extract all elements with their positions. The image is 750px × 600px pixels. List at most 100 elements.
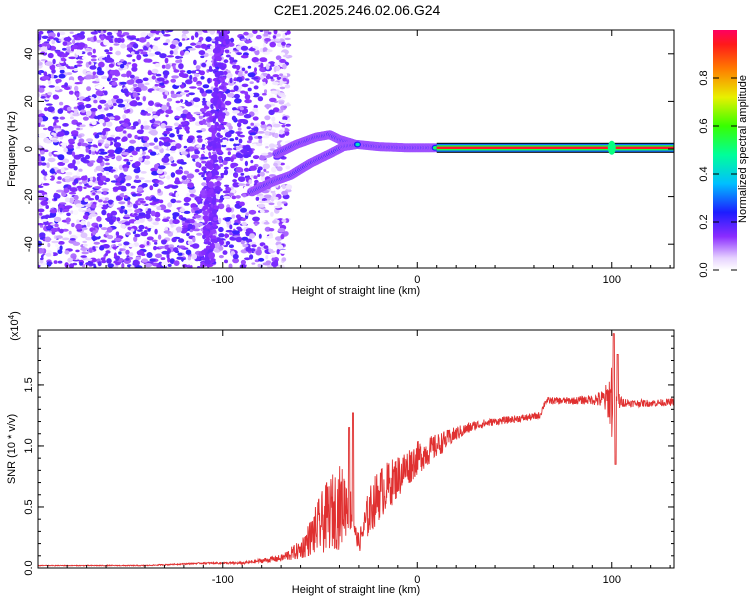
- noise-speck: [238, 138, 243, 144]
- noise-speck: [65, 217, 71, 223]
- noise-speck: [248, 47, 256, 52]
- noise-speck: [142, 142, 150, 148]
- noise-speck: [105, 162, 110, 166]
- noise-speck: [210, 103, 215, 110]
- noise-speck: [235, 236, 243, 243]
- x-tick-label: 0: [414, 574, 420, 586]
- noise-speck: [125, 231, 131, 236]
- noise-speck: [65, 171, 73, 176]
- noise-speck: [113, 30, 118, 34]
- noise-speck: [228, 169, 234, 175]
- noise-speck: [281, 218, 287, 223]
- noise-speck: [69, 197, 74, 204]
- y-tick-label: 1.5: [23, 377, 35, 392]
- noise-speck: [88, 149, 92, 155]
- noise-speck: [170, 172, 176, 178]
- noise-speck: [248, 209, 257, 215]
- noise-speck: [197, 222, 203, 227]
- noise-speck: [56, 181, 62, 184]
- noise-speck: [275, 55, 282, 61]
- noise-speck: [272, 123, 281, 128]
- noise-speck: [85, 258, 93, 262]
- noise-speck: [279, 119, 288, 124]
- noise-speck: [262, 42, 267, 48]
- noise-speck: [125, 249, 130, 255]
- noise-speck: [215, 237, 222, 242]
- noise-speck: [113, 43, 120, 46]
- noise-speck: [213, 205, 220, 210]
- noise-speck: [230, 189, 236, 194]
- noise-speck: [194, 31, 199, 38]
- noise-speck: [156, 77, 165, 82]
- noise-speck: [64, 197, 70, 203]
- noise-speck: [263, 89, 268, 94]
- noise-speck: [82, 116, 89, 121]
- noise-speck: [218, 156, 223, 161]
- noise-speck: [232, 110, 240, 114]
- noise-speck: [193, 111, 201, 115]
- noise-speck: [72, 209, 79, 216]
- noise-speck: [257, 263, 262, 268]
- noise-speck: [196, 145, 202, 148]
- noise-speck: [156, 264, 161, 268]
- noise-speck: [71, 134, 80, 137]
- noise-speck: [212, 117, 216, 124]
- noise-speck: [240, 259, 246, 265]
- noise-speck: [221, 144, 227, 148]
- noise-speck: [181, 225, 189, 229]
- noise-speck: [144, 82, 150, 86]
- noise-speck: [101, 188, 110, 192]
- noise-speck: [198, 209, 203, 213]
- noise-speck: [96, 39, 102, 43]
- colorbar: 0.0 0.2 0.4 0.6 0.8 Normalized spectral ampl…: [698, 30, 749, 278]
- noise-speck: [233, 173, 239, 179]
- spectrogram-panel: -100 0 100 -40 -20 0 20 40 Height of straight …: [6, 29, 675, 297]
- noise-speck: [55, 51, 61, 54]
- noise-speck: [133, 236, 138, 242]
- noise-speck: [140, 231, 148, 237]
- noise-speck: [195, 197, 201, 203]
- noise-speck: [75, 203, 83, 208]
- noise-speck: [161, 104, 168, 111]
- noise-speck: [58, 66, 66, 70]
- noise-speck: [218, 255, 224, 259]
- noise-speck: [52, 58, 56, 65]
- blip: [607, 140, 616, 155]
- noise-speck: [146, 236, 154, 241]
- noise-speck: [247, 72, 256, 78]
- noise-speck: [146, 107, 154, 112]
- noise-speck: [207, 77, 211, 84]
- noise-speck: [158, 140, 163, 147]
- noise-speck: [211, 242, 215, 249]
- noise-speck: [110, 210, 118, 216]
- noise-speck: [194, 168, 200, 173]
- noise-speck: [68, 90, 74, 95]
- noise-speck: [196, 135, 203, 139]
- snr-multiplier-exponent: 4: [7, 314, 16, 319]
- noise-speck: [257, 246, 261, 251]
- noise-speck: [277, 227, 286, 233]
- noise-speck: [180, 84, 185, 89]
- noise-speck: [62, 41, 68, 46]
- noise-speck: [79, 262, 83, 266]
- noise-speck: [123, 118, 130, 124]
- noise-speck: [112, 69, 120, 76]
- noise-speck: [218, 85, 225, 90]
- noise-speck: [55, 243, 59, 248]
- noise-speck: [41, 162, 47, 166]
- noise-speck: [61, 158, 70, 164]
- noise-speck: [256, 143, 263, 147]
- noise-speck: [282, 77, 287, 82]
- noise-speck: [187, 240, 193, 245]
- noise-speck: [95, 165, 103, 171]
- noise-speck: [43, 71, 48, 77]
- noise-speck: [119, 209, 124, 214]
- noise-speck: [93, 241, 101, 245]
- noise-speck: [259, 74, 265, 80]
- noise-speck: [152, 183, 159, 187]
- noise-speck: [284, 37, 291, 41]
- noise-speck: [270, 90, 278, 95]
- x-tick-label: 0: [414, 274, 420, 286]
- colorbar-tick-label: 0.6: [698, 118, 710, 133]
- y-tick-label: -40: [23, 236, 35, 252]
